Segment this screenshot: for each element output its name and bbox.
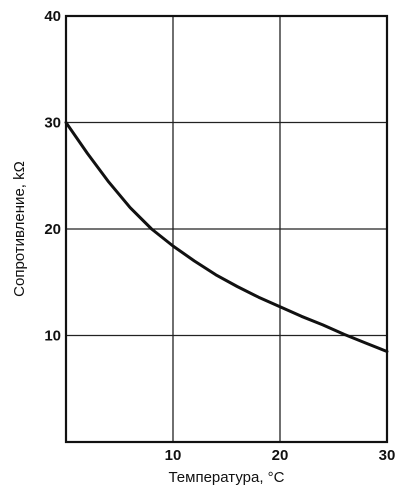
y-tick-label-30: 30 [44,115,61,132]
plot-frame [64,14,389,444]
resistance-curve [64,121,389,353]
grid [66,16,387,442]
x-tick-label-20: 20 [272,447,289,464]
x-tick-label-30: 30 [379,447,396,464]
x-tick-labels: 10 20 30 [165,447,396,464]
x-axis-label: Температура, °C [168,469,284,486]
y-axis-label: Сопротивление, kΩ [11,161,28,297]
y-tick-label-10: 10 [44,328,61,345]
y-tick-labels: 10 20 30 40 [44,8,61,345]
y-tick-label-20: 20 [44,221,61,238]
y-tick-label-40: 40 [44,8,61,25]
x-tick-label-10: 10 [165,447,182,464]
